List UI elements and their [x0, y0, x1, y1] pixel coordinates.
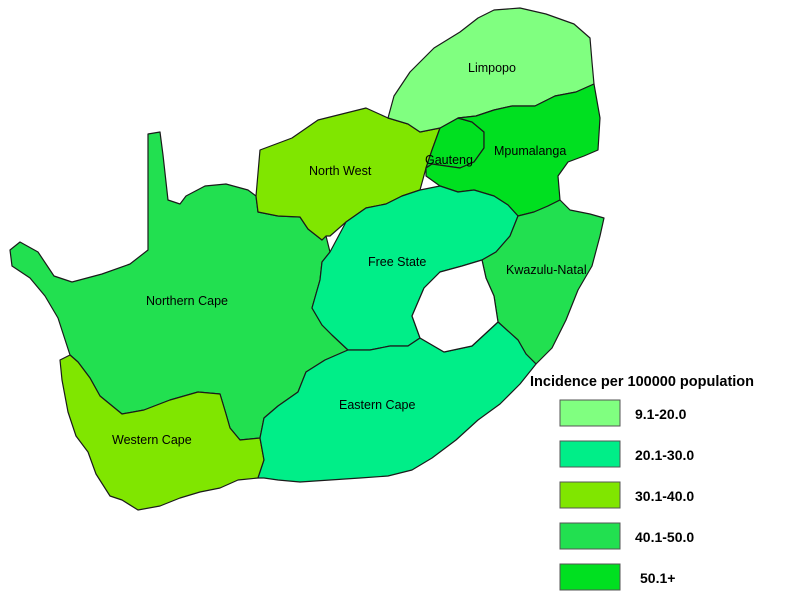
legend-swatch-4 [559, 522, 621, 550]
legend-label-5: 50.1+ [640, 570, 675, 586]
legend-swatch-5 [559, 563, 621, 591]
legend-swatch-3 [559, 481, 621, 509]
legend-swatch-1 [559, 399, 621, 427]
legend-label-2: 20.1-30.0 [635, 447, 694, 463]
label-kwazulu-natal: Kwazulu-Natal [506, 263, 587, 277]
label-western-cape: Western Cape [112, 433, 192, 447]
legend-label-1: 9.1-20.0 [635, 406, 687, 422]
label-northern-cape: Northern Cape [146, 294, 228, 308]
province-limpopo [387, 7, 595, 133]
label-limpopo: Limpopo [468, 61, 516, 75]
legend-label-4: 40.1-50.0 [635, 529, 694, 545]
label-free-state: Free State [368, 255, 426, 269]
legend-title: Incidence per 100000 population [530, 374, 754, 390]
label-mpumalanga: Mpumalanga [494, 144, 566, 158]
legend-swatch-2 [559, 440, 621, 468]
legend-label-3: 30.1-40.0 [635, 488, 694, 504]
label-north-west: North West [309, 164, 372, 178]
label-gauteng: Gauteng [425, 153, 473, 167]
legend: Incidence per 100000 population 9.1-20.0… [530, 374, 754, 591]
enclave-lesotho [411, 259, 499, 353]
label-eastern-cape: Eastern Cape [339, 398, 415, 412]
province-western-cape [59, 354, 265, 511]
